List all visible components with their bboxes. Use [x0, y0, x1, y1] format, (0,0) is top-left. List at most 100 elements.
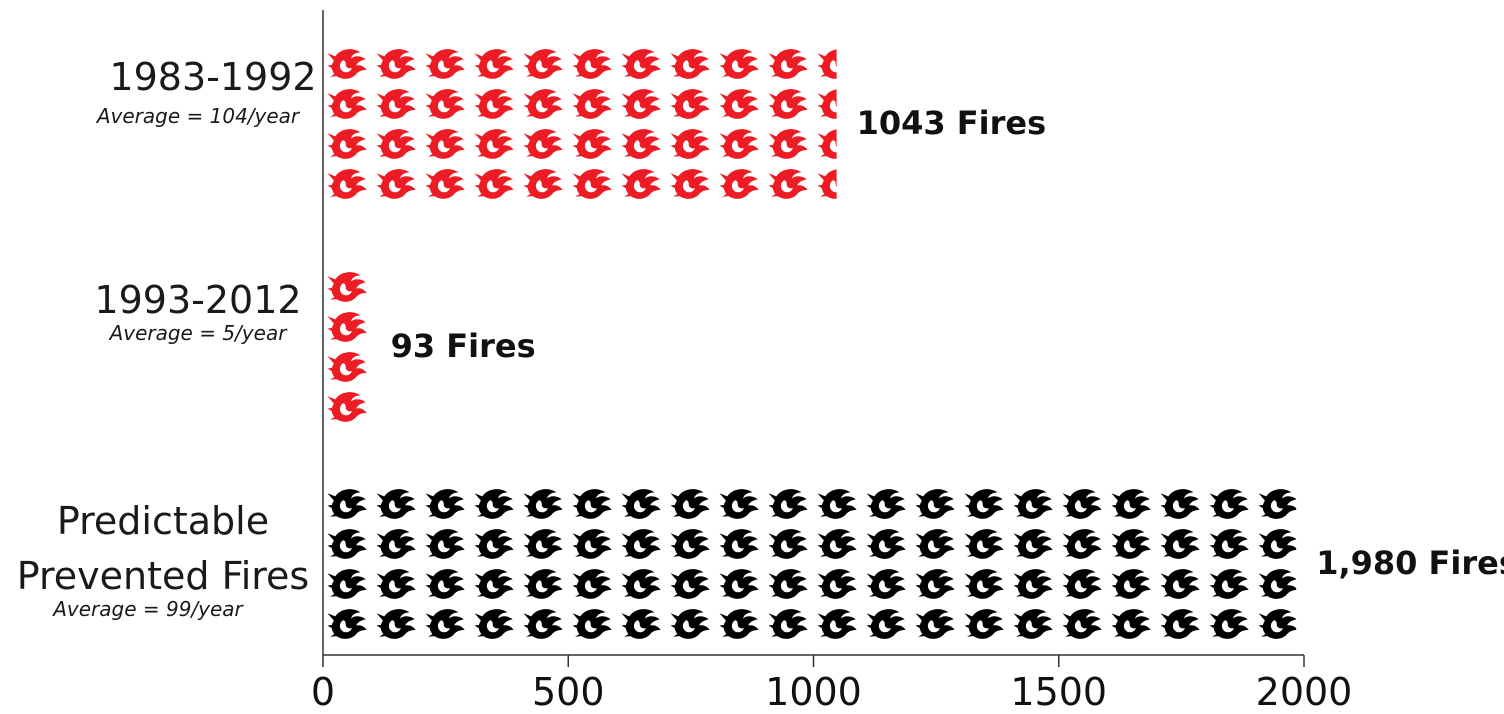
- flame-icon: [670, 609, 710, 639]
- flame-icon: [376, 129, 416, 159]
- flame-icon: [327, 352, 367, 382]
- flame-icon: [523, 49, 563, 79]
- category-sublabel-2: Average = 99/year: [51, 597, 244, 621]
- flame-icon: [670, 129, 710, 159]
- flame-icon: [523, 129, 563, 159]
- flame-icon: [1160, 609, 1200, 639]
- flame-icon: [817, 529, 857, 559]
- x-tick-label: 0: [311, 670, 335, 714]
- flame-icon: [670, 49, 710, 79]
- flame-icon: [621, 89, 661, 119]
- flame-icon: [1111, 489, 1151, 519]
- flame-icon: [768, 569, 808, 599]
- value-label-2: 1,980 Fires: [1316, 544, 1504, 582]
- flame-icon: [768, 49, 808, 79]
- flame-icon: [1062, 569, 1102, 599]
- flame-icon: [572, 129, 612, 159]
- flame-icon: [327, 609, 367, 639]
- category-label-1-0: 1993-2012: [94, 278, 301, 322]
- flame-icon: [1209, 609, 1249, 639]
- flame-icon: [474, 169, 514, 199]
- x-tick-label: 500: [532, 670, 605, 714]
- flame-icon: [572, 609, 612, 639]
- flame-icon: [1258, 569, 1297, 599]
- flame-icon: [621, 129, 661, 159]
- flame-icon: [474, 129, 514, 159]
- flame-icon: [474, 49, 514, 79]
- bar-2: [327, 489, 1297, 639]
- flame-icon: [1160, 569, 1200, 599]
- flame-icon: [376, 609, 416, 639]
- flame-icon: [376, 89, 416, 119]
- flame-icon: [621, 569, 661, 599]
- flame-icon: [719, 529, 759, 559]
- flame-icon: [964, 609, 1004, 639]
- category-labels: 1043 Fires 1983-1992 Average = 104/year 93 …: [17, 55, 1504, 621]
- flame-icon: [915, 569, 955, 599]
- flame-icon: [670, 169, 710, 199]
- flame-icon: [915, 609, 955, 639]
- flame-icon: [670, 89, 710, 119]
- flame-icon: [1013, 569, 1053, 599]
- x-tick-label: 1500: [1010, 670, 1107, 714]
- flame-icon: [621, 609, 661, 639]
- flame-icon: [523, 609, 563, 639]
- flame-icon: [327, 272, 367, 302]
- flame-icon: [621, 489, 661, 519]
- flame-icon: [621, 169, 661, 199]
- flame-icon: [327, 89, 367, 119]
- flame-icon: [523, 169, 563, 199]
- flame-icon: [327, 392, 367, 422]
- flame-icon: [817, 49, 837, 79]
- flame-icon: [425, 49, 465, 79]
- flame-icon: [719, 49, 759, 79]
- flame-icon: [425, 129, 465, 159]
- flame-icon: [719, 609, 759, 639]
- flame-icon: [964, 569, 1004, 599]
- flame-icon: [866, 529, 906, 559]
- flame-icon: [1062, 529, 1102, 559]
- flame-icon: [915, 529, 955, 559]
- flame-icon: [719, 169, 759, 199]
- flame-icon: [327, 169, 367, 199]
- flame-icon: [866, 489, 906, 519]
- flame-icon: [768, 89, 808, 119]
- flame-icon: [327, 312, 367, 342]
- flame-icon: [327, 49, 367, 79]
- flame-icon: [719, 129, 759, 159]
- bar-1: [327, 272, 367, 422]
- flame-icon: [572, 569, 612, 599]
- x-axis-ticks: 0 500 1000 1500 2000: [311, 655, 1352, 714]
- flame-icon: [572, 529, 612, 559]
- flame-icon: [670, 529, 710, 559]
- flame-icon: [1013, 609, 1053, 639]
- flame-icon: [1111, 529, 1151, 559]
- flame-icon: [376, 49, 416, 79]
- flame-icon: [327, 129, 367, 159]
- flame-icon: [425, 489, 465, 519]
- flame-icon: [425, 529, 465, 559]
- flame-icon: [1062, 609, 1102, 639]
- flame-icon: [719, 569, 759, 599]
- flame-icon: [474, 489, 514, 519]
- flame-icon: [719, 489, 759, 519]
- flame-icon: [523, 569, 563, 599]
- flame-icon: [523, 529, 563, 559]
- flame-icon: [768, 529, 808, 559]
- flame-icon: [474, 89, 514, 119]
- flame-icon: [817, 89, 837, 119]
- category-label-0-0: 1983-1992: [109, 55, 316, 99]
- flame-icon: [376, 489, 416, 519]
- flame-icon: [1160, 529, 1200, 559]
- flame-icon: [425, 609, 465, 639]
- flame-icon: [817, 569, 857, 599]
- flame-icon: [670, 569, 710, 599]
- flame-icon: [425, 89, 465, 119]
- flame-icon: [474, 609, 514, 639]
- flame-icon: [1209, 489, 1249, 519]
- x-tick-label: 1000: [765, 670, 862, 714]
- flame-icon: [768, 489, 808, 519]
- flame-icon: [327, 529, 367, 559]
- flame-icon: [768, 129, 808, 159]
